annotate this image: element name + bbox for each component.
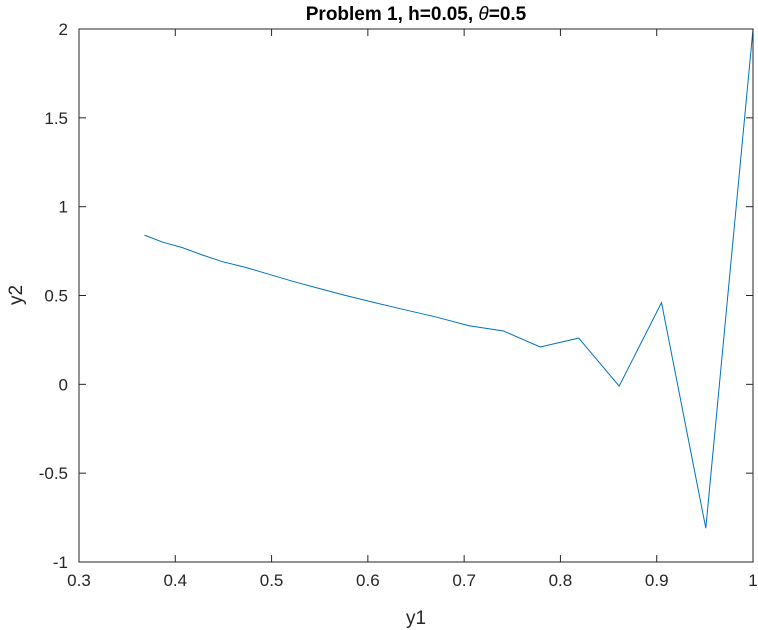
y-tick-label: 1	[59, 198, 68, 217]
axes-box	[78, 28, 754, 563]
chart-title: Problem 1, h=0.05, θ=0.5	[306, 4, 527, 25]
y-tick-label: 1.5	[44, 109, 68, 128]
title-theta: θ	[478, 4, 489, 25]
title-suffix: =0.5	[489, 4, 527, 25]
plot-area	[79, 29, 753, 562]
x-tick-label: 0.8	[549, 571, 573, 590]
x-tick-label: 0.9	[645, 571, 669, 590]
x-tick-label: 0.6	[356, 571, 380, 590]
x-tick-label: 0.5	[260, 571, 284, 590]
y-axis-label: y2	[6, 285, 27, 305]
x-tick-label: 0.7	[452, 571, 476, 590]
y-tick-label: -0.5	[39, 464, 68, 483]
y-tick-label: 0	[59, 375, 68, 394]
x-tick-label: 0.3	[67, 571, 91, 590]
y-tick-label: 0.5	[44, 287, 68, 306]
x-tick-label: 0.4	[163, 571, 187, 590]
y-tick-label: 2	[59, 20, 68, 39]
tick-labels: 0.3 0.4 0.5 0.6 0.7 0.8 0.9 1 -1 -0.5 0 0.5 1 1.5 2	[39, 20, 758, 590]
x-axis-label: y1	[406, 608, 426, 629]
series-group	[144, 28, 754, 529]
x-tick-label: 1	[748, 571, 757, 590]
series-line	[144, 28, 754, 529]
y-tick-label: -1	[53, 553, 68, 572]
title-prefix: Problem 1, h=0.05,	[306, 4, 479, 25]
